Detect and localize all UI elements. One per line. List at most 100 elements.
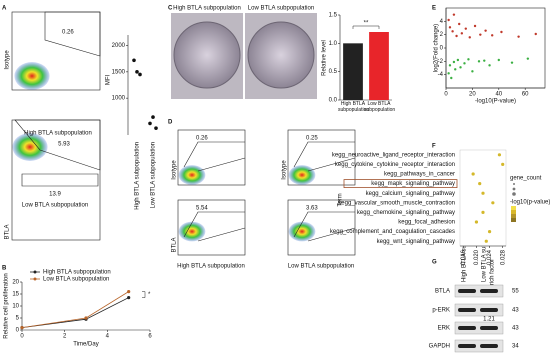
point	[497, 58, 500, 62]
marker	[84, 316, 88, 320]
dot	[478, 182, 482, 186]
y-tick-label: 20	[12, 280, 19, 286]
x-tick-label: 0.020	[474, 249, 480, 265]
gate-value: 0.26	[196, 136, 208, 142]
lane-label: High BTLA subpopulation	[462, 214, 468, 282]
axis-label: Isotype	[282, 160, 288, 180]
x-axis-label: rich factor	[490, 259, 496, 285]
dot	[487, 230, 492, 234]
point	[454, 68, 457, 71]
y-axis-label: MFI	[106, 75, 112, 86]
y-tick-label: 0.5	[329, 69, 338, 75]
gate-label: High BTLA subpopulation	[24, 131, 92, 137]
blot-strip	[454, 303, 504, 317]
legend-title: gene_count	[510, 176, 542, 182]
panel-letter: C	[168, 6, 173, 12]
dot	[481, 191, 485, 195]
kda: 34	[512, 344, 519, 350]
kda: 43	[512, 326, 519, 332]
point	[534, 32, 537, 36]
blot-strip	[454, 284, 504, 298]
term-label: kegg_complement_and_coagulation_cascades	[330, 229, 455, 235]
gate-value: 3.63	[306, 206, 318, 212]
gate-value: 0.25	[306, 136, 318, 142]
cell-cloud	[178, 165, 206, 185]
legend-size	[512, 187, 516, 191]
gate-value: 5.54	[196, 206, 208, 212]
y-tick-label: 15	[12, 292, 19, 298]
row-label: p-ERK	[432, 308, 450, 314]
significance-bracket	[142, 291, 146, 298]
x-tick-label: 20	[469, 92, 476, 98]
band	[480, 344, 498, 348]
legend-title: -log10(p-value)	[510, 200, 550, 206]
dot	[471, 172, 475, 176]
blot-strip	[454, 321, 504, 335]
axis-label: Isotype	[172, 160, 178, 180]
y-tick-label: 0.0	[329, 98, 338, 104]
band	[480, 308, 498, 312]
point	[148, 121, 152, 126]
term-label: kegg_wnt_signaling_pathway	[377, 239, 455, 245]
x-tick-label: 0.016	[461, 249, 467, 265]
panel-letter: B	[2, 266, 7, 272]
gate	[183, 211, 246, 242]
x-tick-label: High BTLA subpopulation	[338, 101, 370, 113]
point	[447, 18, 450, 22]
significance: **	[364, 21, 369, 27]
point	[477, 60, 481, 63]
gate	[44, 11, 101, 57]
gate	[14, 119, 101, 187]
highlight-box	[343, 179, 458, 189]
bar	[369, 32, 389, 100]
term-label: kegg_focal_adhesion	[398, 220, 455, 226]
y-axis-label: log2(Fold change)	[434, 24, 440, 72]
x-axis-label: Time/Day	[73, 342, 98, 348]
legend-label: Low BTLA subpopulation	[43, 277, 109, 283]
y-tick-label: 1.5	[329, 13, 338, 19]
legend-color	[511, 206, 516, 210]
panel-letter: E	[432, 6, 436, 12]
gate-value: 5.93	[58, 142, 70, 148]
dot	[491, 201, 495, 205]
y-axis-label: Term	[338, 193, 344, 206]
band	[458, 289, 476, 293]
y-tick-label: 1500	[112, 69, 126, 75]
point	[517, 35, 520, 38]
kda: 43	[512, 308, 519, 314]
cell-cloud	[288, 221, 316, 242]
x-tick-label: 0.024	[487, 249, 493, 265]
point	[473, 24, 477, 28]
cell-cloud	[178, 221, 206, 242]
point	[135, 70, 139, 74]
plate	[247, 21, 315, 89]
y-tick-label: 5	[16, 316, 20, 322]
band	[458, 308, 476, 312]
axis-label: BTLA	[5, 224, 11, 239]
legend-color	[511, 218, 516, 222]
gate	[183, 141, 246, 172]
point	[138, 72, 142, 77]
band	[458, 344, 476, 348]
marker	[127, 290, 131, 294]
legend-color	[511, 210, 516, 214]
term-label: kegg_cytokine_cytokine_receptor_interact…	[335, 162, 455, 168]
column-label: High BTLA subpopulation	[177, 264, 245, 270]
marker	[20, 326, 24, 330]
x-tick-label: Low BTLA subpopulation	[364, 101, 396, 113]
x-tick-label: 0	[20, 334, 24, 340]
term-label: kegg_neuroactive_ligand_receptor_interac…	[332, 152, 455, 158]
term-label: kegg_calcium_signaling_pathway	[366, 191, 455, 197]
y-axis-label: Relative cell proliferation	[4, 273, 10, 338]
marker	[127, 296, 131, 300]
gate-label: Low BTLA subpopulation	[22, 203, 88, 209]
plot-frame	[445, 7, 546, 89]
x-tick-label: High BTLA subpopulation	[135, 142, 141, 210]
point	[510, 61, 514, 64]
x-tick-label: 2	[63, 334, 67, 340]
term-label: kegg_mapk_signaling_pathway	[371, 181, 455, 187]
y-tick-label: 0	[440, 46, 444, 52]
y-tick-label: -2	[438, 59, 444, 65]
x-tick-label: 60	[522, 92, 529, 98]
